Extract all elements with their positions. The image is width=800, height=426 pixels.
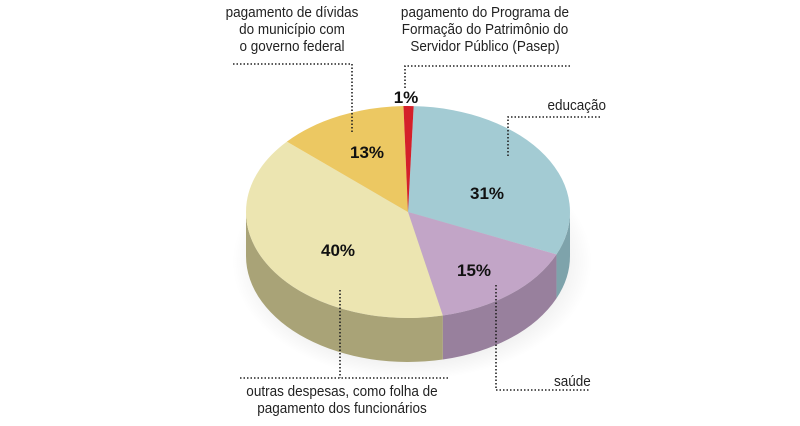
label-pasep: pagamento do Programa de Formação do Pat… [395,4,575,55]
label-line: Servidor Público (Pasep) [410,38,560,55]
label-line: outras despesas, como folha de [246,383,438,400]
leader-line-pasep [404,65,570,88]
slice-2-side [246,212,443,362]
label-dividas: pagamento de dívidas do município com o … [220,4,364,55]
slice-3-top [286,106,408,212]
slice-0-side [556,212,570,299]
label-saude: saúde [533,373,591,390]
value-label-educacao: 31% [470,184,504,203]
value-label-dividas: 13% [350,143,384,162]
leader-line-dividas [233,63,353,132]
label-line: pagamento de dívidas [225,4,359,21]
value-label-pasep: 1% [394,88,419,107]
leader-line-educacao [507,116,600,158]
label-line: do município com [239,21,345,38]
label-educacao: educação [534,97,606,114]
label-line: pagamento do Programa de [400,4,570,21]
value-label-saude: 15% [457,261,491,280]
label-line: pagamento dos funcionários [257,400,427,417]
slice-1-top [408,212,557,316]
slice-1-side [442,254,557,360]
slice-4-top [403,105,414,212]
label-line: Formação do Patrimônio do [401,21,569,38]
label-outras: outras despesas, como folha de pagamento… [234,383,450,417]
label-line: saúde [554,373,591,390]
value-label-outras: 40% [321,241,355,260]
label-line: o governo federal [239,38,345,55]
slice-2-top [246,141,443,318]
leader-line-saude [495,285,590,391]
label-line: educação [547,97,606,114]
leader-line-outras [240,290,450,379]
slice-0-top [408,106,570,255]
